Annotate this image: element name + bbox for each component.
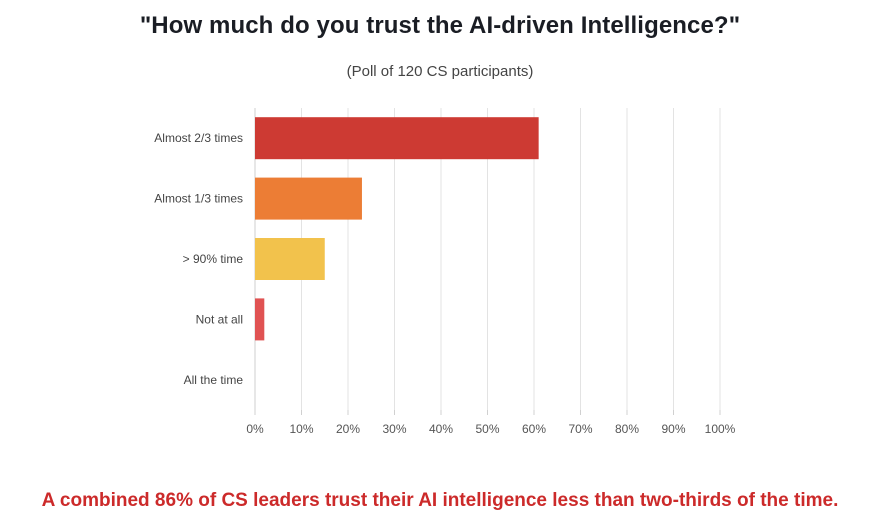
x-tick-label: 30% — [382, 422, 406, 436]
chart-subtitle: (Poll of 120 CS participants) — [346, 63, 534, 80]
x-tick-label: 90% — [661, 422, 685, 436]
y-category-label: > 90% time — [183, 252, 244, 266]
bar — [255, 177, 362, 220]
x-tick-label: 100% — [705, 422, 736, 436]
y-category-label: Almost 1/3 times — [154, 192, 243, 206]
bar — [255, 298, 265, 341]
footer-note: A combined 86% of CS leaders trust their… — [41, 490, 839, 511]
x-tick-label: 0% — [246, 422, 264, 436]
bar — [255, 238, 325, 280]
chart-title: "How much do you trust the AI-driven Int… — [139, 12, 741, 39]
bar — [255, 117, 539, 160]
x-tick-label: 70% — [568, 422, 592, 436]
x-tick-label: 50% — [475, 422, 499, 436]
y-category-label: Almost 2/3 times — [154, 131, 243, 145]
x-tick-label: 20% — [336, 422, 360, 436]
y-category-label: Not at all — [196, 312, 243, 326]
x-tick-label: 80% — [615, 422, 639, 436]
y-category-label: All the time — [184, 373, 244, 387]
x-tick-label: 60% — [522, 422, 546, 436]
x-tick-label: 10% — [289, 422, 313, 436]
x-tick-label: 40% — [429, 422, 453, 436]
